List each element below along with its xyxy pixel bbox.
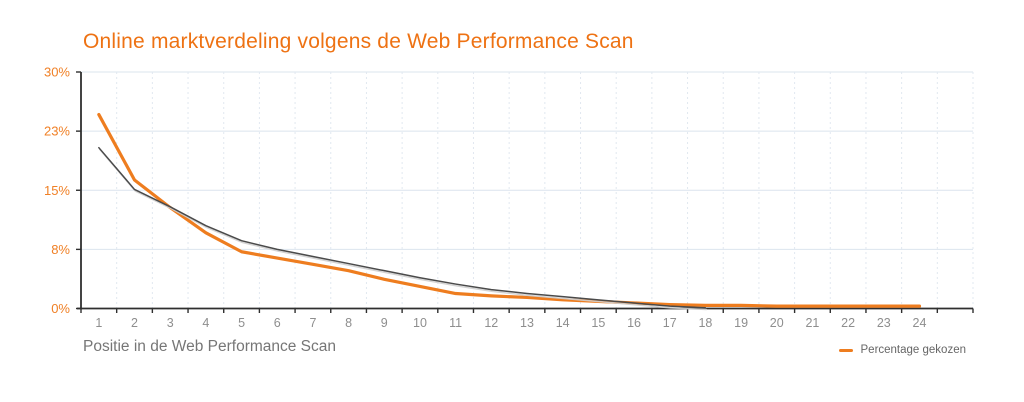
y-tick-label: 8% [51,242,70,257]
x-tick-label: 24 [913,316,927,330]
x-tick-label: 16 [627,316,641,330]
y-tick-label: 30% [44,65,70,80]
y-tick-label: 0% [51,301,70,316]
x-tick-label: 22 [841,316,855,330]
y-tick-label: 15% [44,183,70,198]
chart-title: Online marktverdeling volgens de Web Per… [83,30,634,53]
x-tick-label: 15 [591,316,605,330]
series-line-reference [98,146,707,309]
x-tick-label: 18 [698,316,712,330]
series-line-reference-halo [99,148,708,311]
x-tick-label: 1 [95,316,102,330]
x-tick-label: 19 [734,316,748,330]
legend: Percentage gekozen [838,344,967,356]
x-tick-label: 4 [202,316,209,330]
x-tick-label: 9 [381,316,388,330]
x-tick-label: 11 [449,316,462,330]
x-tick-label: 23 [877,316,891,330]
x-tick-label: 8 [345,316,352,330]
series-line-percentage-gekozen [97,112,922,308]
x-tick-label: 21 [805,316,819,330]
x-tick-label: 20 [770,316,784,330]
x-tick-label: 13 [520,316,534,330]
x-tick-label: 17 [663,316,677,330]
x-tick-label: 7 [309,316,316,330]
x-axis-title: Positie in de Web Performance Scan [83,338,337,355]
x-tick-label: 2 [131,316,138,330]
legend-line-swatch [838,348,853,352]
x-tick-label: 14 [556,316,570,330]
x-tick-label: 10 [413,316,427,330]
y-tick-label: 23% [44,124,70,139]
x-tick-label: 6 [274,316,281,330]
x-tick-label: 3 [167,316,174,330]
x-tick-label: 5 [238,316,245,330]
legend-label: Percentage gekozen [860,344,967,356]
x-tick-label: 12 [484,316,498,330]
